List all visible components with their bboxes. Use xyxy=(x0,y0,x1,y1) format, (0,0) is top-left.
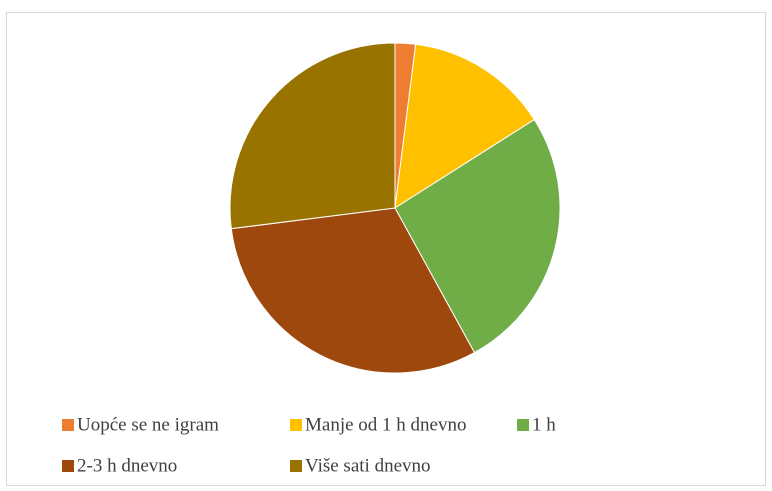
legend-label: Manje od 1 h dnevno xyxy=(305,414,466,435)
legend-swatch xyxy=(290,460,302,472)
legend-swatch xyxy=(62,419,74,431)
pie-slice xyxy=(394,118,561,354)
legend-label: Više sati dnevno xyxy=(305,455,431,476)
legend-swatch xyxy=(517,419,529,431)
pie-slice xyxy=(229,42,396,230)
pie-slice xyxy=(394,43,536,209)
legend-swatch xyxy=(290,419,302,431)
legend-label: Uopće se ne igram xyxy=(77,414,219,435)
pie-slice xyxy=(230,207,476,374)
legend-label: 1 h xyxy=(532,414,556,435)
legend-label: 2-3 h dnevno xyxy=(77,455,177,476)
legend-swatch xyxy=(62,460,74,472)
